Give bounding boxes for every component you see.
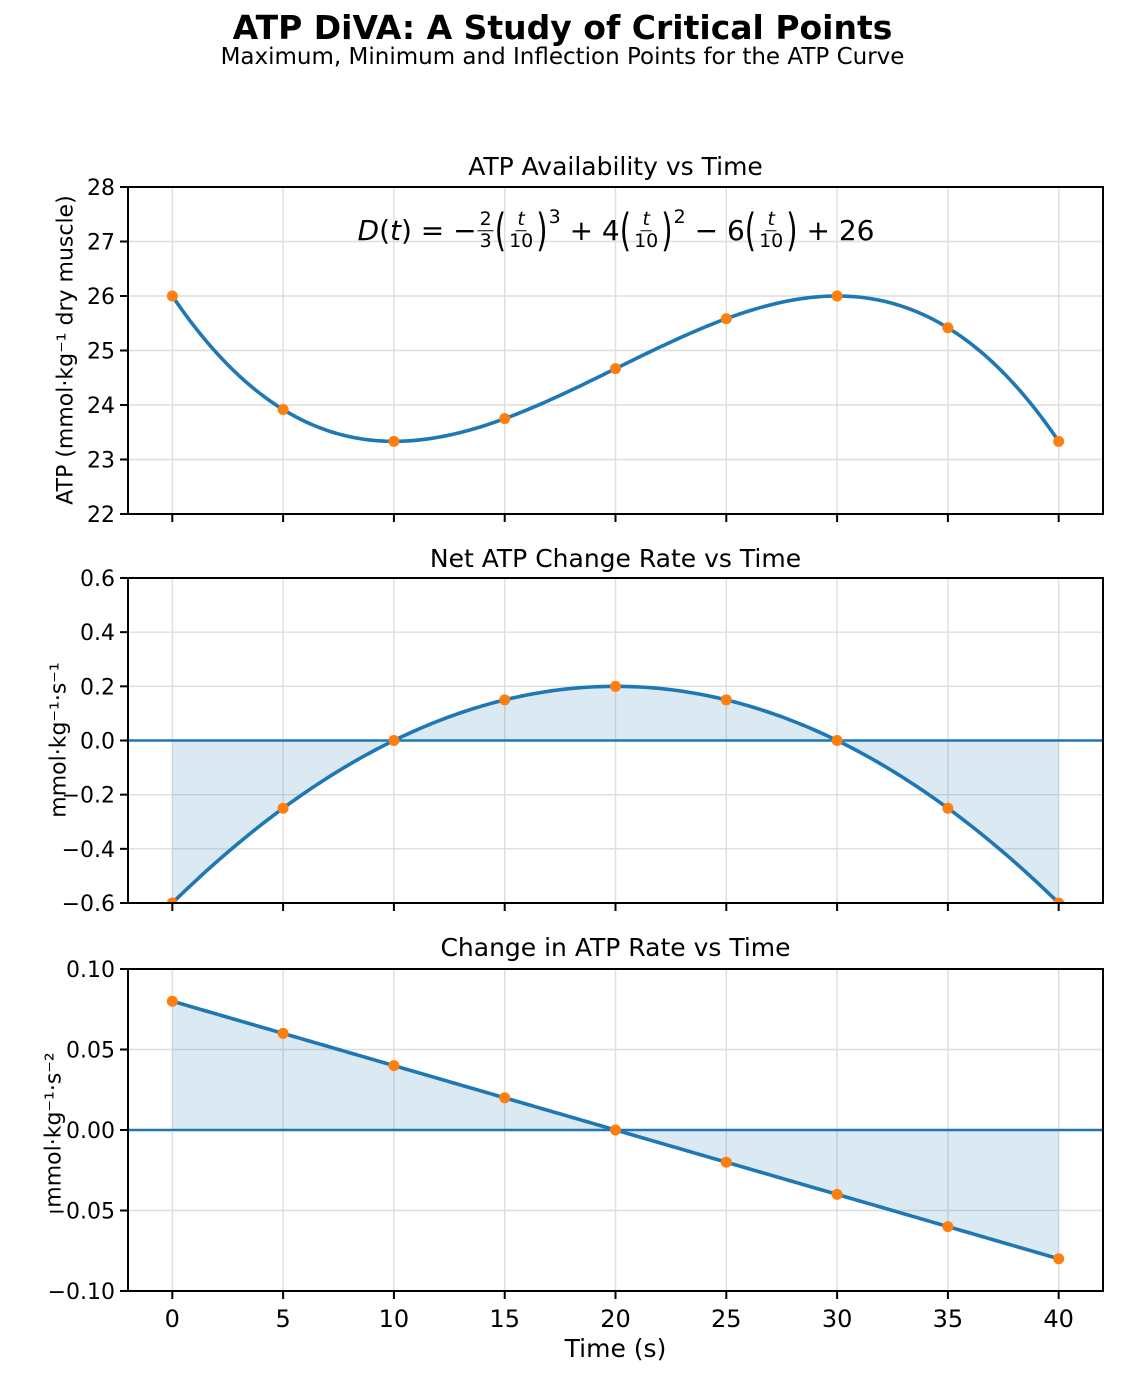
data-point <box>942 802 954 814</box>
data-point <box>610 680 621 692</box>
formula-variable: t <box>390 214 401 248</box>
data-point <box>720 694 732 706</box>
figure-subtitle: Maximum, Minimum and Inflection Points f… <box>220 44 905 70</box>
fill-area <box>172 686 1059 903</box>
formula-variable: D <box>357 214 380 248</box>
y-tick-label: 0.6 <box>80 567 115 592</box>
x-tick-label: 0 <box>165 1305 180 1333</box>
y-tick-label: 0.4 <box>80 621 115 646</box>
subplot-3-ylabel: mmol·kg⁻¹·s⁻² <box>41 1052 67 1208</box>
data-point <box>1053 435 1065 447</box>
subplot-1-ylabel: ATP (mmol·kg⁻¹ dry muscle) <box>53 195 79 505</box>
data-point <box>388 735 400 746</box>
formula-text: + 4 <box>560 214 620 248</box>
data-point <box>166 290 178 302</box>
y-tick-label: −0.10 <box>48 1280 115 1305</box>
data-point <box>388 1060 400 1072</box>
data-point <box>277 1027 289 1039</box>
formula-text: + 26 <box>797 214 875 248</box>
data-markers <box>166 290 1065 447</box>
x-tick-label: 25 <box>711 1305 742 1333</box>
y-tick-label: 24 <box>87 394 115 419</box>
subplot-3-title: Change in ATP Rate vs Time <box>440 933 791 962</box>
data-point <box>610 1124 621 1136</box>
data-point <box>499 694 511 706</box>
formula-exponent: 2 <box>673 206 686 229</box>
data-markers <box>166 995 1065 1265</box>
y-tick-label: 0.10 <box>66 958 115 983</box>
data-point <box>166 995 178 1007</box>
x-tick-label: 5 <box>275 1305 290 1333</box>
data-point <box>166 897 178 903</box>
y-tick-label: −0.4 <box>62 838 115 863</box>
y-tick-label: 26 <box>87 285 115 310</box>
data-point <box>831 1188 843 1200</box>
data-point <box>277 404 289 416</box>
x-tick-label: 15 <box>489 1305 520 1333</box>
x-tick-label: 35 <box>933 1305 964 1333</box>
figure-title: ATP DiVA: A Study of Critical Points <box>232 8 893 47</box>
formula-paren: ) <box>661 203 673 257</box>
formula-fraction: t 10 <box>759 208 784 253</box>
data-point <box>499 1092 511 1104</box>
x-tick-label: 20 <box>600 1305 631 1333</box>
y-tick-label: 0.05 <box>66 1039 115 1064</box>
y-tick-label: −0.2 <box>62 784 115 809</box>
formula-fraction: t 10 <box>634 208 659 253</box>
data-point <box>1053 897 1065 903</box>
y-tick-label: −0.6 <box>62 892 115 917</box>
y-tick-label: 28 <box>87 176 115 201</box>
subplot-1-title: ATP Availability vs Time <box>468 152 763 181</box>
x-tick-label: 40 <box>1043 1305 1074 1333</box>
subplot-2-title: Net ATP Change Rate vs Time <box>429 544 802 573</box>
subplot-3-plot: 0.10 0.05 0.00 −0.05 −0.10 0 5 10 15 20 25 30 35 40 <box>48 958 1104 1333</box>
formula-paren: ( <box>494 203 507 257</box>
y-tick-label: 23 <box>87 449 115 474</box>
x-axis-label: Time (s) <box>564 1334 667 1363</box>
formula-paren: ( <box>619 203 632 257</box>
y-tick-label: 25 <box>87 340 115 365</box>
y-tick-label: −0.05 <box>48 1200 115 1225</box>
y-tick-label: 22 <box>87 503 115 528</box>
formula-exponent: 3 <box>548 206 561 229</box>
data-point <box>831 735 843 746</box>
data-point <box>388 435 400 447</box>
y-tick-label: 27 <box>87 231 115 256</box>
data-point <box>610 363 621 375</box>
data-markers <box>166 680 1065 903</box>
formula-text: ) = − <box>400 214 477 248</box>
data-point <box>499 413 511 425</box>
data-point <box>720 313 732 325</box>
data-point <box>720 1156 732 1168</box>
subplot-2-plot: 0.6 0.4 0.2 0.0 −0.2 −0.4 −0.6 <box>62 567 1104 917</box>
subplot-2-ylabel: mmol·kg⁻¹·s⁻¹ <box>46 662 72 818</box>
formula-text: − 6 <box>685 214 745 248</box>
data-point <box>1053 1253 1065 1265</box>
x-tick-label: 10 <box>379 1305 410 1333</box>
data-point <box>942 322 954 334</box>
formula-paren: ) <box>786 203 798 257</box>
y-tick-label: 0.0 <box>80 730 115 755</box>
data-point <box>942 1221 954 1233</box>
data-point <box>277 802 289 814</box>
x-tick-label: 30 <box>822 1305 853 1333</box>
data-point <box>831 290 843 302</box>
formula-annotation: D(t) = −2 3(t 10) 3 + 4(t 10) 2 − 6(t 10) + 26 <box>357 203 875 257</box>
y-tick-label: 0.2 <box>80 675 115 700</box>
formula-text: ( <box>379 214 390 248</box>
y-tick-label: 0.00 <box>66 1119 115 1144</box>
formula-fraction: t 10 <box>509 208 534 253</box>
formula-paren: ) <box>536 203 548 257</box>
formula-paren: ( <box>744 203 757 257</box>
